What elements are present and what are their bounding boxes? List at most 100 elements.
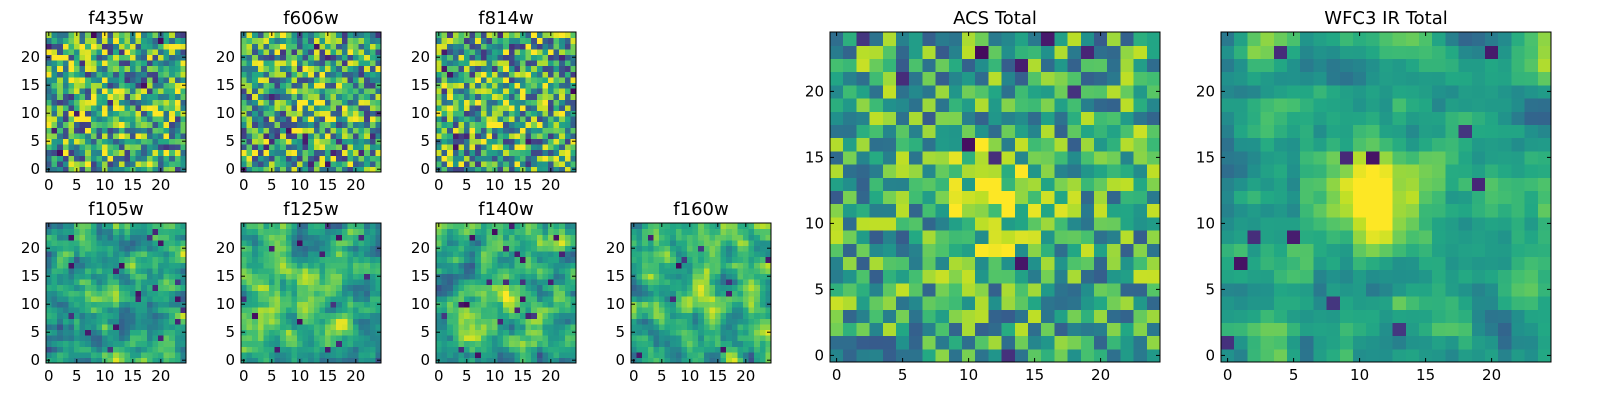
heatmap-cell (57, 155, 64, 162)
heatmap-cell (313, 82, 320, 89)
heatmap-cell (1107, 269, 1121, 284)
heatmap-cell (520, 93, 527, 100)
heatmap-cell (542, 43, 549, 50)
heatmap-cell (447, 48, 454, 55)
heatmap-cell (675, 301, 682, 308)
heatmap-cell (553, 166, 560, 173)
heatmap-cell (720, 234, 727, 241)
heatmap-cell (113, 239, 120, 246)
heatmap-cell (241, 340, 248, 347)
heatmap-cell (909, 216, 923, 231)
heatmap-cell (458, 284, 465, 291)
heatmap-cell (447, 312, 454, 319)
heatmap-cell (113, 54, 120, 61)
heatmap-cell (308, 234, 315, 241)
heatmap-cell (536, 149, 543, 156)
heatmap-cell (257, 60, 264, 67)
heatmap-cell (856, 150, 871, 165)
heatmap-cell (726, 228, 733, 235)
heatmap-cell (353, 37, 360, 44)
heatmap-cell (548, 267, 555, 274)
heatmap-cell (503, 335, 510, 342)
heatmap-cell (96, 295, 103, 302)
heatmap-cell (90, 335, 97, 342)
heatmap-cell (675, 335, 682, 342)
heatmap-cell (308, 256, 315, 263)
heatmap-cell (542, 48, 549, 55)
heatmap-cell (68, 76, 75, 83)
heatmap-cell (536, 307, 543, 314)
heatmap-cell (737, 273, 744, 280)
heatmap-cell (68, 351, 75, 358)
heatmap-cell (531, 239, 538, 246)
heatmap-cell (975, 335, 989, 350)
heatmap-cell (319, 234, 326, 241)
heatmap-cell (68, 245, 75, 252)
heatmap-cell (113, 323, 120, 330)
heatmap-cell (163, 110, 170, 117)
heatmap-cell (118, 284, 125, 291)
heatmap-cell (57, 88, 64, 95)
heatmap-cell (102, 273, 109, 280)
heatmap-cell (130, 279, 137, 286)
heatmap-cell (486, 104, 493, 111)
heatmap-cell (564, 312, 571, 319)
heatmap-cell (302, 138, 309, 145)
heatmap-cell (464, 273, 471, 280)
heatmap-cell (436, 37, 443, 44)
heatmap-cell (302, 323, 309, 330)
heatmap-cell (85, 160, 92, 167)
heatmap-cell (497, 346, 504, 353)
heatmap-cell (325, 251, 332, 258)
heatmap-cell (647, 239, 654, 246)
heatmap-cell (102, 340, 109, 347)
heatmap-cell (486, 116, 493, 123)
heatmap-cell (458, 329, 465, 336)
heatmap-cell (508, 284, 515, 291)
heatmap-cell (158, 340, 165, 347)
heatmap-cell (687, 329, 694, 336)
heatmap-cell (347, 335, 354, 342)
heatmap-cell (291, 307, 298, 314)
heatmap-cell (737, 284, 744, 291)
heatmap-cell (458, 273, 465, 280)
heatmap-cell (130, 43, 137, 50)
heatmap-cell (631, 262, 638, 269)
heatmap-cell (1094, 190, 1108, 205)
heatmap-cell (257, 329, 264, 336)
heatmap-cell (737, 245, 744, 252)
heatmap-cell (681, 239, 688, 246)
heatmap-cell (469, 32, 476, 39)
y-tick-label: 10 (216, 295, 235, 313)
heatmap-cell (308, 155, 315, 162)
heatmap-cell (135, 76, 142, 83)
heatmap-cell (74, 335, 81, 342)
heatmap-cell (452, 138, 459, 145)
heatmap-cell (726, 262, 733, 269)
heatmap-cell (536, 71, 543, 78)
heatmap-cell (1001, 203, 1016, 218)
heatmap-cell (681, 262, 688, 269)
heatmap-cell (469, 295, 476, 302)
heatmap-cell (124, 48, 131, 55)
heatmap-cell (436, 127, 443, 134)
heatmap-cell (174, 82, 181, 89)
heatmap-cell (313, 318, 320, 325)
heatmap-cell (922, 164, 937, 178)
heatmap-cell (241, 116, 248, 123)
heatmap-cell (319, 104, 326, 111)
heatmap-cell (675, 262, 682, 269)
heatmap-cell (152, 312, 159, 319)
heatmap-cell (62, 82, 69, 89)
heatmap-cell (269, 273, 276, 280)
heatmap-cell (1014, 216, 1029, 231)
heatmap-cell (57, 104, 64, 111)
heatmap-cell (375, 155, 382, 162)
heatmap-cell (570, 116, 577, 123)
heatmap-cell (988, 190, 1003, 205)
heatmap-cell (257, 155, 264, 162)
heatmap-cell (475, 267, 482, 274)
heatmap-cell (514, 307, 521, 314)
y-tick-label: 20 (216, 239, 235, 257)
